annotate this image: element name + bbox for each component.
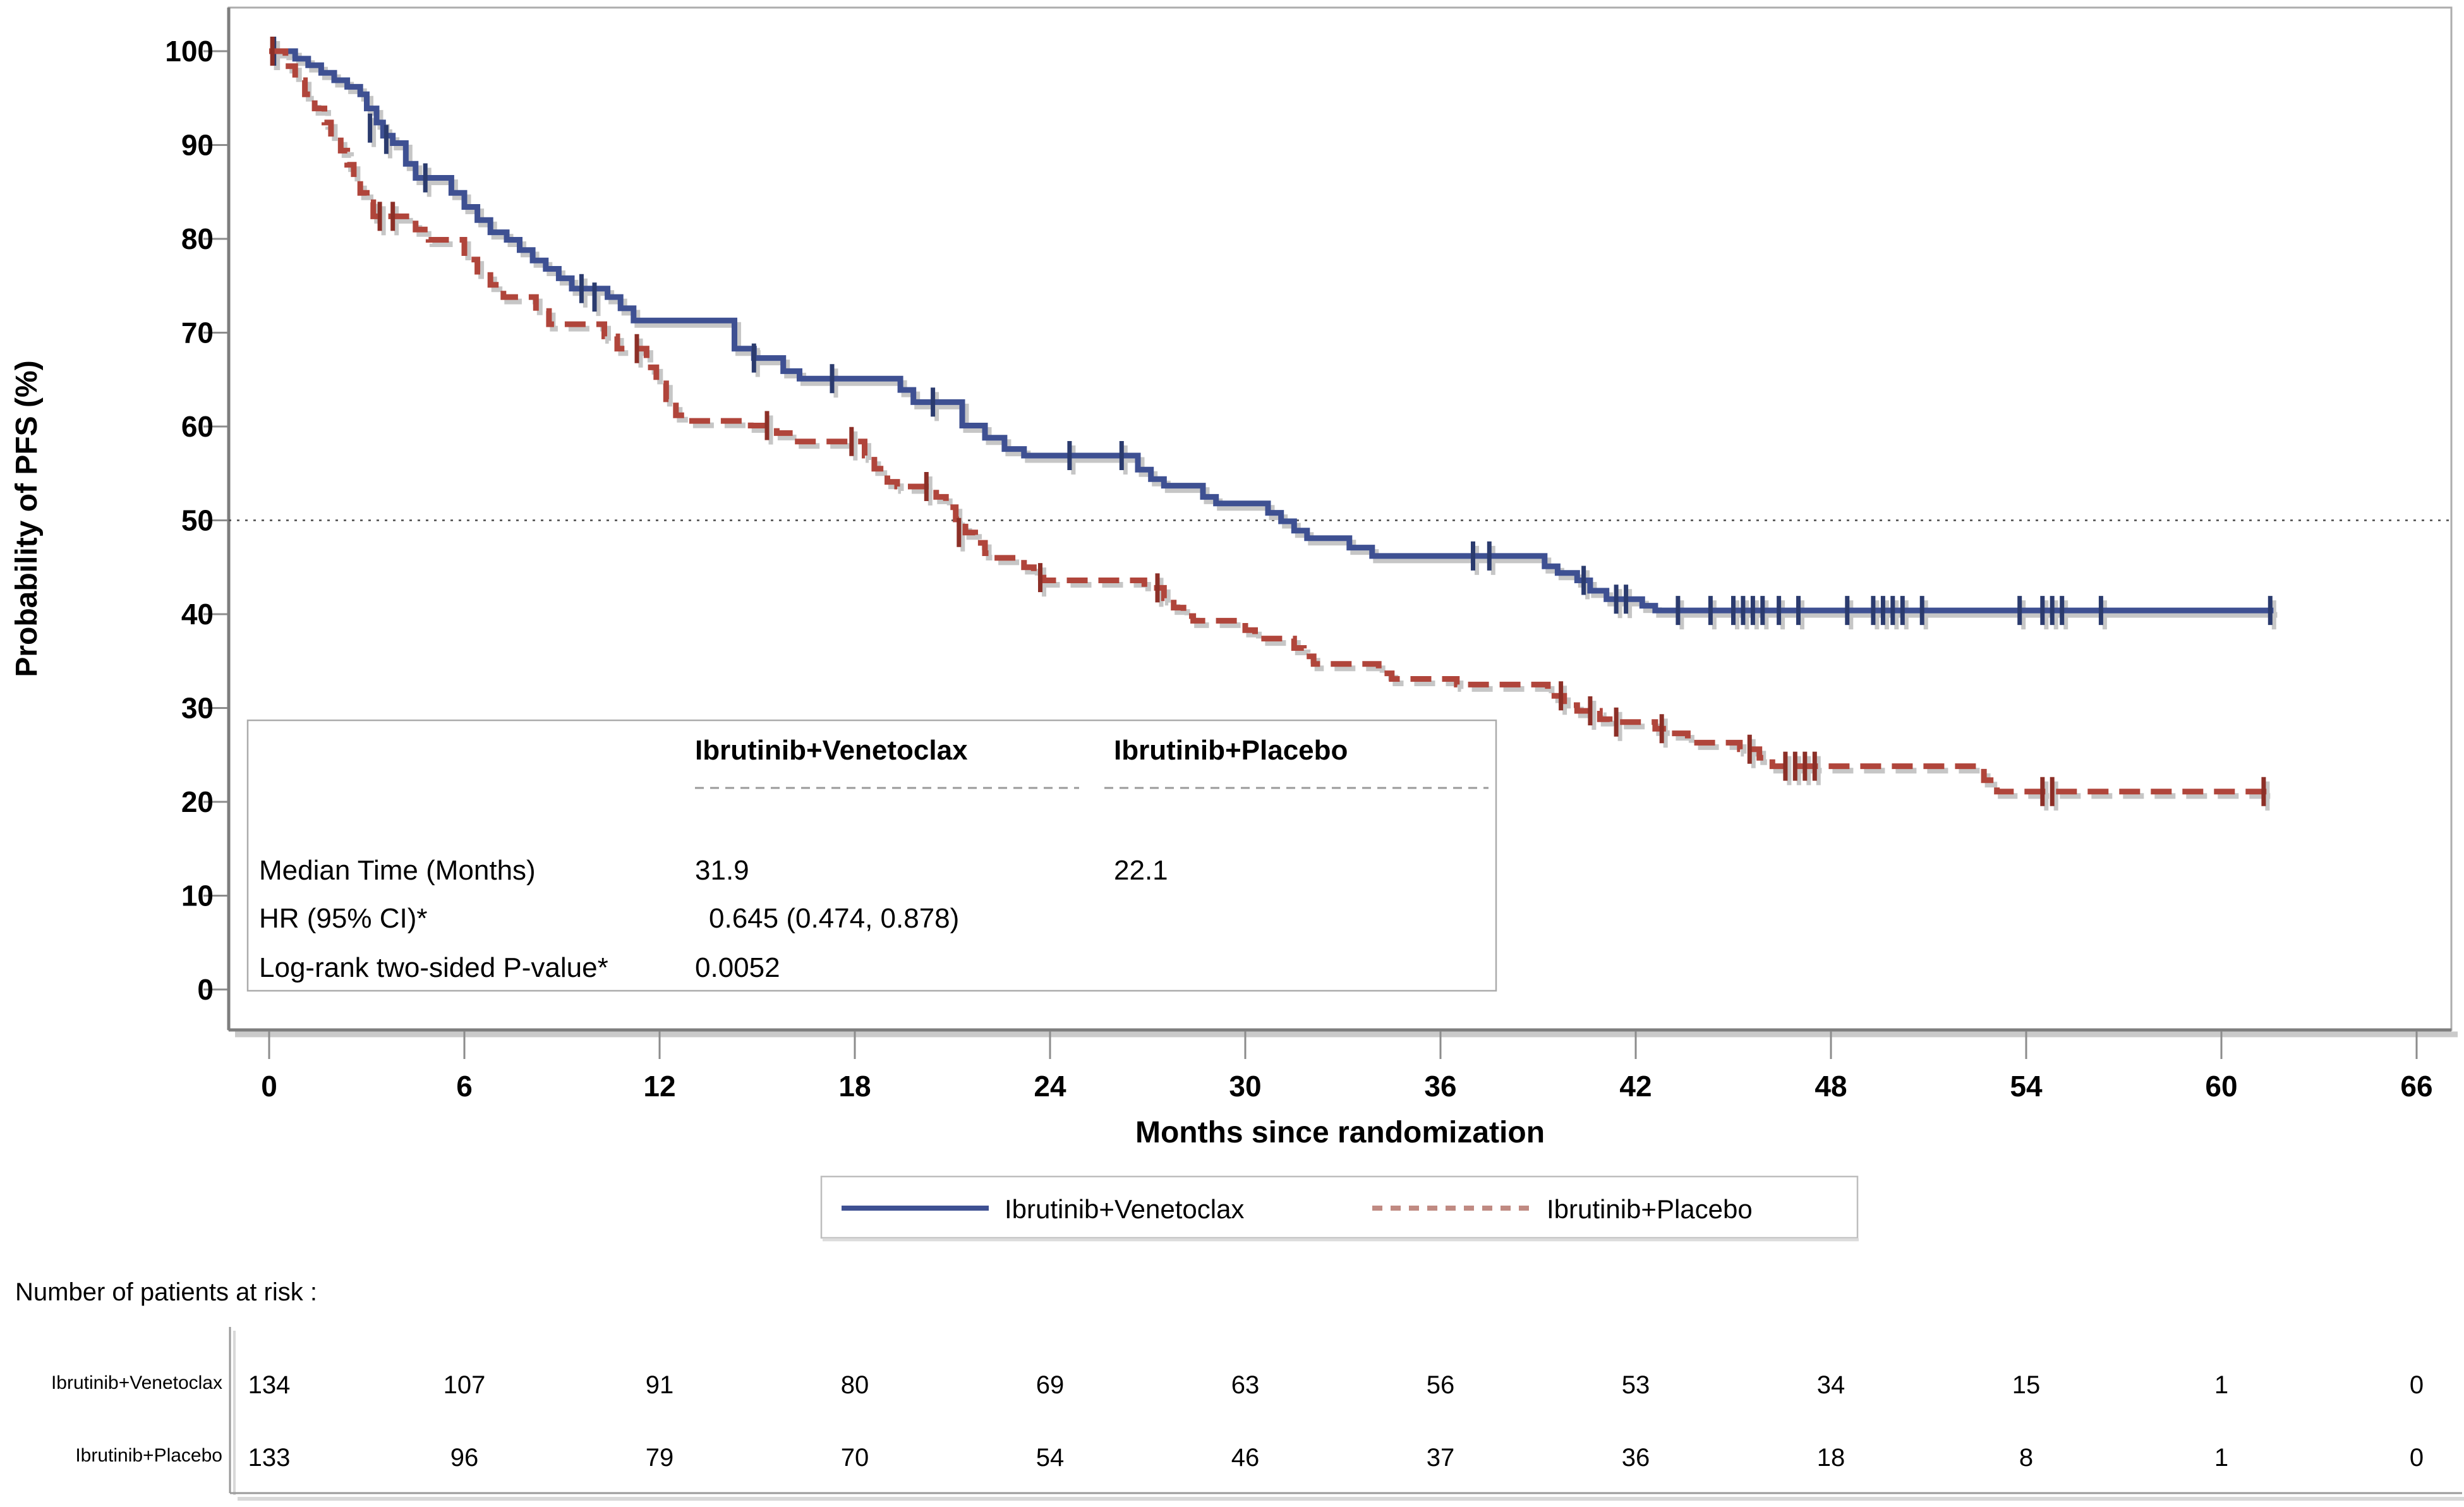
x-tick-label: 48 xyxy=(1815,1070,1847,1103)
risk-count: 34 xyxy=(1817,1371,1845,1399)
x-tick-label: 6 xyxy=(456,1070,473,1103)
stats-hr-value: 0.645 (0.474, 0.878) xyxy=(709,903,959,934)
y-tick-label: 70 xyxy=(181,317,214,349)
y-tick-label: 90 xyxy=(181,129,214,162)
risk-count: 56 xyxy=(1427,1371,1455,1399)
stats-row-label-median: Median Time (Months) xyxy=(259,855,536,886)
ibrutinib-venetoclax-shadow xyxy=(273,41,2278,630)
risk-count: 69 xyxy=(1036,1371,1065,1399)
x-tick-label: 42 xyxy=(1619,1070,1652,1103)
stats-row-label-hr: HR (95% CI)* xyxy=(259,903,428,934)
at-risk-counts-venetoclax: 134 107 91 80 69 63 56 53 34 15 1 0 xyxy=(248,1371,2424,1399)
stats-pvalue: 0.0052 xyxy=(695,952,780,983)
y-tick-label: 60 xyxy=(181,410,214,443)
y-axis-title: Probability of PFS (%) xyxy=(10,360,44,677)
stats-median-placebo: 22.1 xyxy=(1114,855,1168,886)
legend-box xyxy=(820,1175,1859,1239)
legend-label-placebo: Ibrutinib+Placebo xyxy=(1547,1194,1753,1224)
x-tick-label: 66 xyxy=(2400,1070,2432,1103)
y-tick-label: 50 xyxy=(181,504,214,537)
stats-col-header-placebo: Ibrutinib+Placebo xyxy=(1114,735,1348,766)
x-tick-label: 54 xyxy=(2010,1070,2043,1103)
risk-count: 134 xyxy=(248,1371,291,1399)
stats-col-header-venetoclax: Ibrutinib+Venetoclax xyxy=(695,735,968,766)
y-tick-label: 100 xyxy=(165,35,214,68)
x-axis-title: Months since randomization xyxy=(1135,1116,1545,1149)
stats-row-label-pvalue: Log-rank two-sided P-value* xyxy=(259,952,608,983)
ibrutinib-placebo-shadow xyxy=(273,41,2271,811)
stats-median-venetoclax: 31.9 xyxy=(695,855,749,886)
y-tick-label: 20 xyxy=(181,785,214,818)
x-tick-label: 24 xyxy=(1034,1070,1066,1103)
risk-count: 80 xyxy=(841,1371,869,1399)
risk-count: 0 xyxy=(2410,1444,2424,1472)
at-risk-row-label-placebo: Ibrutinib+Placebo xyxy=(75,1445,222,1466)
at-risk-row-label-venetoclax: Ibrutinib+Venetoclax xyxy=(51,1372,222,1393)
x-tick-label: 18 xyxy=(838,1070,871,1103)
at-risk-table: Number of patients at risk : Ibrutinib+V… xyxy=(15,1278,2464,1501)
risk-count: 96 xyxy=(450,1444,479,1472)
at-risk-counts-placebo: 133 96 79 70 54 46 37 36 18 8 1 0 xyxy=(248,1444,2424,1472)
risk-count: 107 xyxy=(444,1371,486,1399)
y-tick-label: 30 xyxy=(181,692,214,725)
x-tick-marks xyxy=(268,1031,2418,1059)
y-tick-marks xyxy=(203,50,227,991)
x-tick-label: 60 xyxy=(2205,1070,2237,1103)
risk-count: 8 xyxy=(2019,1444,2033,1472)
x-tick-label: 0 xyxy=(261,1070,277,1103)
risk-count: 91 xyxy=(646,1371,674,1399)
risk-count: 36 xyxy=(1622,1444,1650,1472)
legend-label-venetoclax: Ibrutinib+Venetoclax xyxy=(1005,1194,1244,1224)
risk-count: 79 xyxy=(646,1444,674,1472)
x-tick-label: 30 xyxy=(1229,1070,1261,1103)
at-risk-title: Number of patients at risk : xyxy=(15,1278,317,1306)
risk-count: 54 xyxy=(1036,1444,1065,1472)
risk-count: 46 xyxy=(1231,1444,1260,1472)
ibrutinib-placebo-curve xyxy=(269,37,2268,806)
y-tick-label: 10 xyxy=(181,880,214,912)
stats-box-border xyxy=(246,719,1497,992)
x-tick-label: 36 xyxy=(1424,1070,1456,1103)
stats-box: Ibrutinib+Venetoclax Ibrutinib+Placebo M… xyxy=(246,719,1497,992)
x-tick-label: 12 xyxy=(643,1070,675,1103)
risk-count: 0 xyxy=(2410,1371,2424,1399)
risk-count: 133 xyxy=(248,1444,291,1472)
risk-count: 53 xyxy=(1622,1371,1650,1399)
x-tick-labels: 0 6 12 18 24 30 36 42 48 54 60 66 xyxy=(261,1070,2432,1103)
risk-count: 15 xyxy=(2012,1371,2041,1399)
risk-count: 63 xyxy=(1231,1371,1260,1399)
risk-count: 1 xyxy=(2214,1371,2228,1399)
y-tick-labels: 100 90 80 70 60 50 40 30 20 10 0 xyxy=(165,35,214,1006)
y-tick-label: 40 xyxy=(181,598,214,631)
y-tick-label: 0 xyxy=(197,973,214,1006)
risk-count: 1 xyxy=(2214,1444,2228,1472)
risk-count: 70 xyxy=(841,1444,869,1472)
survival-curves xyxy=(269,37,2278,811)
legend: Ibrutinib+Venetoclax Ibrutinib+Placebo xyxy=(820,1175,1859,1242)
risk-count: 37 xyxy=(1427,1444,1455,1472)
risk-count: 18 xyxy=(1817,1444,1845,1472)
y-tick-label: 80 xyxy=(181,222,214,255)
